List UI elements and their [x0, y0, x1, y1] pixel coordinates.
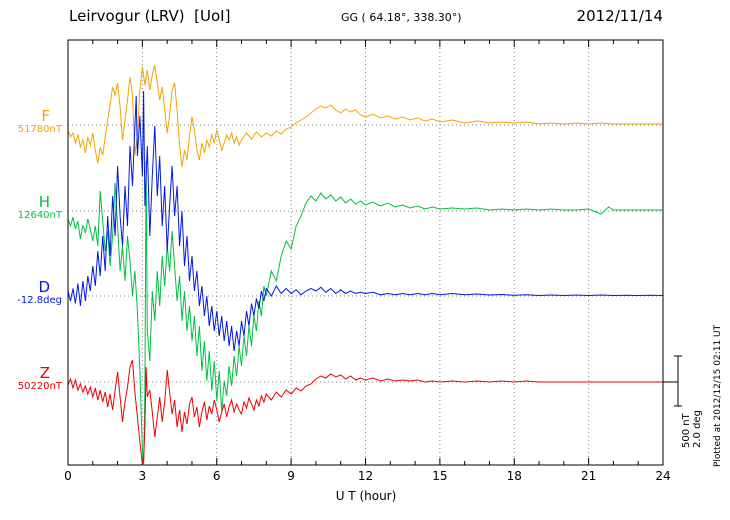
channel-d-value: -12.8deg: [17, 295, 62, 306]
trace-h: [68, 160, 663, 465]
channel-h-value: 12640nT: [17, 210, 62, 221]
x-tick-label: 6: [212, 469, 221, 483]
channel-d-label: D: [38, 278, 50, 296]
station-title: Leirvogur (LRV) [UoI]: [69, 7, 231, 25]
channel-f-label: F: [41, 107, 50, 125]
geographic-coordinates: GG ( 64.18°, 338.30°): [341, 11, 462, 24]
channel-z-value: 50220nT: [17, 381, 62, 392]
scale-bar-label-nt: 500 nT: [681, 413, 692, 448]
channel-h-block: H 12640nT: [0, 194, 62, 222]
date-label: 2012/11/14: [576, 7, 663, 25]
plotted-timestamp-note: Plotted at 2012/12/15 02:11 UT: [713, 324, 723, 467]
channel-z-label: Z: [39, 364, 50, 382]
scale-bar-label-deg: 2.0 deg: [692, 410, 703, 448]
x-tick-label: 15: [432, 469, 448, 483]
x-axis-title: U T (hour): [335, 489, 397, 503]
plot-border: [67, 39, 664, 466]
x-tick-label: 9: [287, 469, 295, 483]
x-tick-label: 0: [64, 469, 72, 483]
channel-d-block: D -12.8deg: [0, 279, 62, 307]
trace-d: [68, 90, 663, 352]
x-tick-label: 12: [357, 469, 374, 483]
x-tick-label: 24: [655, 469, 671, 483]
channel-z-block: Z 50220nT: [0, 365, 62, 393]
channel-f-block: F 51780nT: [0, 108, 62, 136]
x-tick-label: 21: [580, 469, 597, 483]
channel-f-value: 51780nT: [17, 124, 62, 135]
x-tick-label: 18: [506, 469, 522, 483]
channel-h-label: H: [38, 193, 50, 211]
trace-z: [68, 359, 663, 465]
x-tick-label: 3: [138, 469, 147, 483]
trace-f: [68, 64, 663, 168]
